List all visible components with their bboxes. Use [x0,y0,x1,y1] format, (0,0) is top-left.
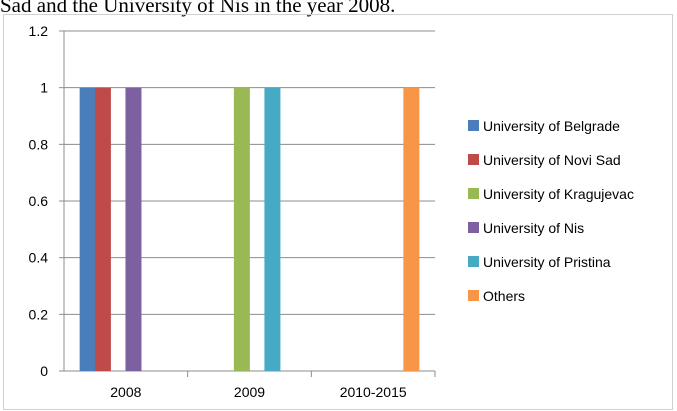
bar [94,87,111,372]
legend-swatch [468,120,479,131]
bar [79,87,96,372]
legend-label: Others [483,288,525,304]
y-tick-label: 1.2 [29,23,49,39]
legend-swatch [468,222,479,233]
x-tick-label: 2009 [234,384,265,400]
legend-swatch [468,290,479,301]
bar [403,87,420,372]
y-tick-label: 0.4 [29,250,49,266]
legend-label: University of Novi Sad [483,152,621,168]
legend-label: University of Kragujevac [483,186,634,202]
bar [264,87,281,372]
legend-swatch [468,154,479,165]
y-tick-label: 0.2 [29,306,49,322]
legend-swatch [468,188,479,199]
legend-label: University of Nis [483,220,584,236]
x-tick-label: 2008 [110,384,141,400]
chart-frame [3,14,673,410]
y-tick-label: 0.6 [29,193,49,209]
legend-swatch [468,256,479,267]
bar [233,87,250,372]
figure-caption: Sad and the University of Nis in the yea… [0,0,396,17]
y-tick-label: 1 [40,80,48,96]
bar [125,87,142,372]
legend-label: University of Pristina [483,254,611,270]
y-tick-label: 0 [40,363,48,379]
legend-label: University of Belgrade [483,118,620,134]
y-tick-label: 0.8 [29,136,49,152]
x-tick-label: 2010-2015 [340,384,407,400]
